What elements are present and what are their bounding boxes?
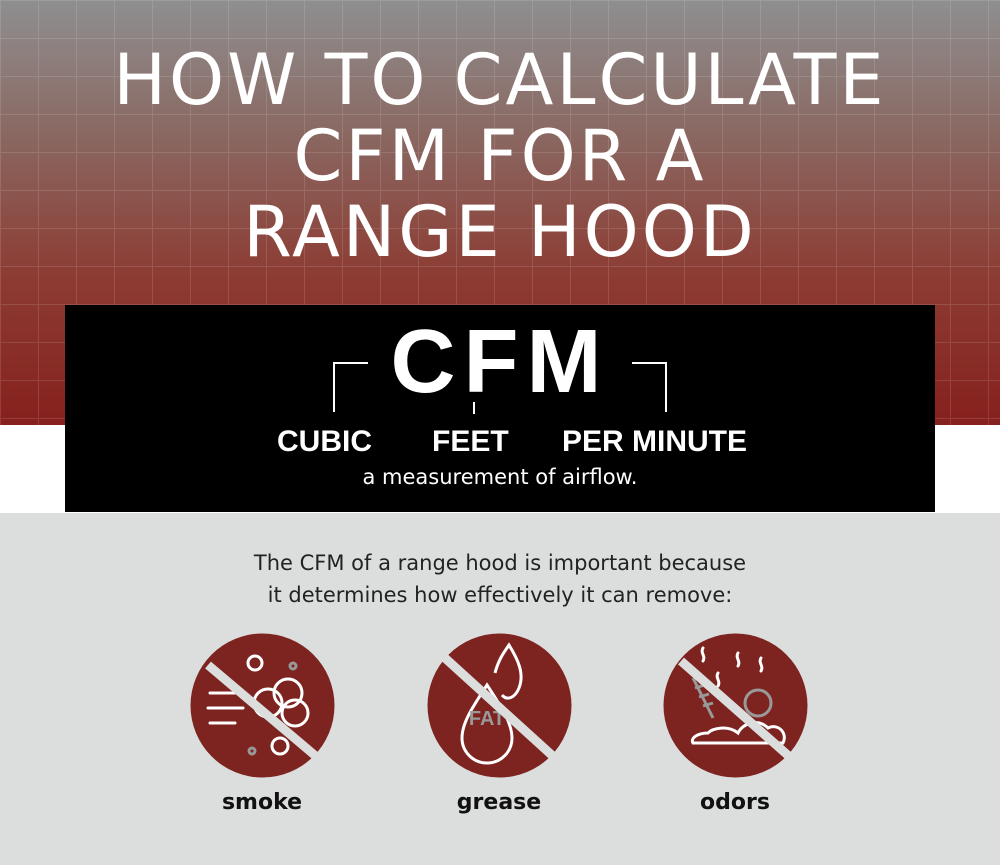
definition-box: CFM CUBIC FEET PER MINUTE a measurement …	[65, 305, 935, 512]
word-feet: FEET	[432, 425, 509, 458]
bracket-right	[632, 362, 667, 412]
word-per-minute: PER MINUTE	[562, 425, 748, 458]
acronym: CFM	[390, 312, 610, 412]
no-smoke-icon	[190, 633, 335, 778]
intro-line-2: it determines how effectively it can rem…	[267, 583, 733, 607]
title-line-1: HOW TO CALCULATE	[113, 39, 887, 121]
no-grease-icon: FAT	[427, 633, 572, 778]
label-smoke: smoke	[221, 790, 303, 815]
fat-text: FAT	[469, 708, 505, 730]
no-odors-icon	[663, 633, 808, 778]
word-cubic: CUBIC	[277, 425, 372, 458]
title-line-2: CFM FOR A	[293, 115, 707, 197]
intro-line-1: The CFM of a range hood is important bec…	[253, 551, 747, 575]
bracket-middle	[473, 402, 475, 414]
label-grease: grease	[456, 790, 542, 815]
intro-text: The CFM of a range hood is important bec…	[0, 547, 1000, 611]
bracket-left	[333, 362, 368, 412]
page-title: HOW TO CALCULATE CFM FOR A RANGE HOOD	[0, 42, 1000, 270]
title-line-3: RANGE HOOD	[243, 191, 757, 273]
label-odors: odors	[700, 790, 770, 815]
definition-subtitle: a measurement of airflow.	[362, 465, 638, 489]
